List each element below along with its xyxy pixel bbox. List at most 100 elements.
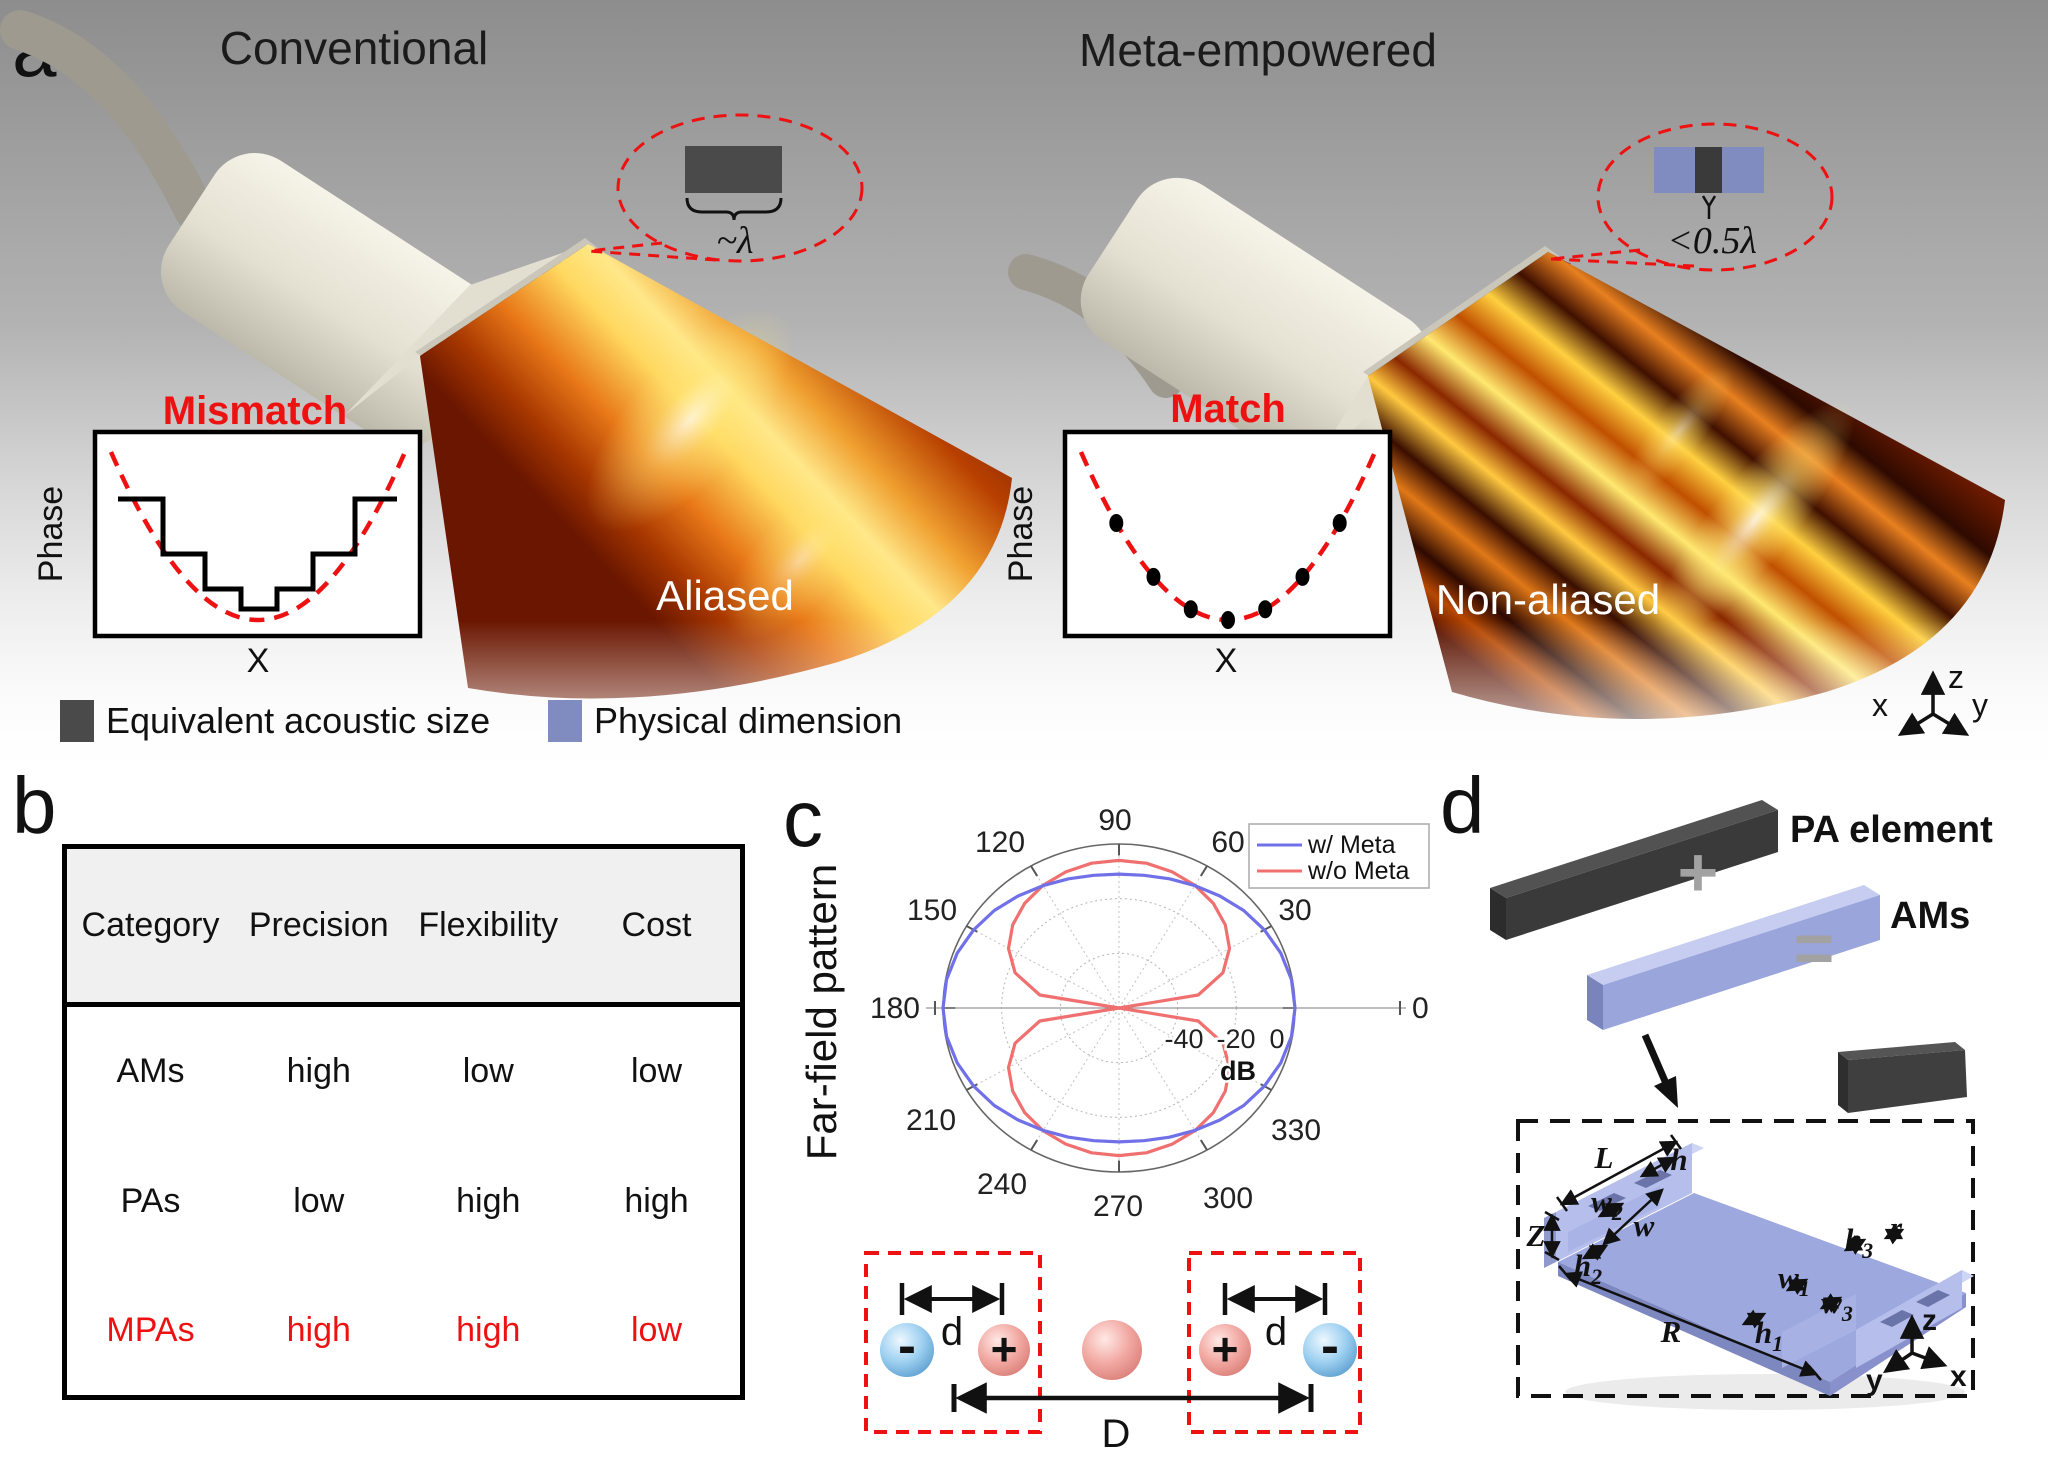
- dim-w1: w1: [1778, 1260, 1810, 1301]
- D-spacing-label: D: [1102, 1412, 1131, 1456]
- angle-tick-210: 210: [906, 1104, 956, 1137]
- pa-element-label: PA element: [1790, 809, 1993, 851]
- match-title: Match: [1170, 387, 1286, 431]
- cell: low: [630, 1051, 683, 1090]
- equivalent-acoustic-size-swatch: [60, 700, 94, 742]
- cell: low: [630, 1311, 683, 1350]
- inset-callout-lines: [587, 241, 717, 262]
- cell: high: [456, 1181, 521, 1220]
- fork: [1701, 195, 1717, 219]
- panel-a-axes: [1897, 670, 1970, 736]
- half-lambda-size-label: <0.5λ: [1667, 220, 1757, 262]
- minus-sign: -: [898, 1316, 916, 1376]
- angle-tick-300: 300: [1203, 1182, 1253, 1215]
- detail-arrow: [1641, 1033, 1672, 1090]
- inset-bubble: [616, 113, 864, 263]
- negative-monopole-sphere: [880, 1323, 934, 1377]
- panel-a-legend: Equivalent acoustic size Physical dimens…: [60, 700, 902, 742]
- meta-element-inset: <0.5λ: [1550, 122, 1834, 272]
- radial-tick--40: -40: [1164, 1024, 1203, 1054]
- z-axis-label: z: [1948, 659, 1964, 695]
- plot-frame: [92, 429, 423, 639]
- w-meta-label: w/ Meta: [1307, 831, 1396, 859]
- table-header-row: Category Precision Flexibility Cost: [64, 846, 743, 1005]
- cell: MPAs: [106, 1311, 195, 1350]
- equals-operator: =: [1794, 909, 1835, 987]
- mismatch-title: Mismatch: [163, 389, 348, 433]
- y-axis-label: y: [1866, 1364, 1883, 1397]
- dim-w: w: [1634, 1208, 1655, 1243]
- cell: high: [286, 1311, 351, 1350]
- db-unit-label: dB: [1220, 1056, 1256, 1086]
- d-spacing-label: d: [1265, 1310, 1287, 1354]
- detail-arrow-head: [1654, 1076, 1678, 1108]
- dim-h: h: [1670, 1142, 1687, 1177]
- conventional-title: Conventional: [220, 22, 489, 74]
- dimension-labels: L h w2 w Z h2 R h1 w1 w3 h3 r: [1526, 1140, 1903, 1356]
- acoustic-core-swatch: [1695, 147, 1722, 193]
- ams-label: AMs: [1890, 895, 1970, 937]
- equivalent-acoustic-size-label: Equivalent acoustic size: [106, 700, 490, 741]
- probe-cable: [0, 10, 214, 230]
- x-axis-label: x: [1950, 1360, 1967, 1393]
- center-monopole-sphere: [1082, 1320, 1142, 1380]
- panel-b-letter: b: [12, 761, 57, 850]
- radial-tick--20: -20: [1216, 1024, 1255, 1054]
- dim-h2: h2: [1574, 1248, 1602, 1289]
- table-row: AMs high low low: [65, 1005, 743, 1136]
- physical-dimension-swatch: [548, 700, 582, 742]
- phase-xlabel: X: [247, 642, 270, 680]
- dim-h1: h1: [1755, 1315, 1783, 1356]
- dim-R: R: [1660, 1314, 1682, 1349]
- phase-ylabel: Phase: [32, 486, 70, 582]
- plot-frame: [1062, 429, 1393, 639]
- dim-w3: w3: [1821, 1285, 1853, 1326]
- cell: PAs: [120, 1181, 181, 1220]
- unit-cell-detail-box: [1516, 1119, 1975, 1398]
- y-axis-label: y: [1972, 687, 1988, 723]
- probe-body: [1080, 177, 1430, 482]
- plus-operator: +: [1678, 833, 1719, 911]
- dim-Z: Z: [1526, 1218, 1546, 1253]
- far-field-pattern-label: Far-field pattern: [798, 864, 845, 1160]
- angle-tick-180: 180: [870, 992, 920, 1025]
- dim-h3: h3: [1845, 1222, 1873, 1263]
- polar-series-w-Meta: [941, 872, 1297, 1144]
- angle-tick-0: 0: [1412, 992, 1429, 1025]
- cell: low: [462, 1051, 514, 1090]
- polar-angle-labels: 0 30 60 90 120 150 180 210 240 270 300 330: [870, 804, 1429, 1223]
- z-axis-label: z: [1922, 1304, 1937, 1337]
- d-spacing-label: d: [941, 1310, 963, 1354]
- polar-grid: [926, 843, 1406, 1173]
- angle-tick-60: 60: [1211, 826, 1244, 859]
- inset-bubble: [1596, 122, 1834, 272]
- dimension-arrows: [1543, 1134, 1905, 1381]
- mismatch-phase-plot: Mismatch Phase X: [32, 389, 423, 680]
- positive-monopole-sphere: [1199, 1324, 1251, 1376]
- match-phase-plot: Match Phase X: [1002, 387, 1393, 680]
- polar-radial-labels: -40 -20 0 dB: [1162, 1022, 1287, 1089]
- comparison-table: Category Precision Flexibility Cost AMs …: [62, 844, 745, 1400]
- ams-bar: [1587, 885, 1880, 1030]
- conventional-element-inset: ~λ: [587, 113, 864, 263]
- sampled-phase-points: [1109, 514, 1347, 629]
- stepped-phase-curve: [118, 496, 397, 612]
- meta-empowered-title: Meta-empowered: [1079, 24, 1437, 76]
- probe-body: [161, 153, 499, 447]
- plus-sign: +: [991, 1323, 1018, 1375]
- angle-tick-270: 270: [1093, 1190, 1143, 1223]
- combined-element-block: [1838, 1042, 1967, 1113]
- non-aliased-label: Non-aliased: [1436, 576, 1660, 623]
- polar-legend: w/ Meta w/o Meta: [1248, 823, 1430, 889]
- minus-sign: -: [1321, 1316, 1339, 1376]
- table-row: MPAs high high low: [65, 1267, 743, 1398]
- aliased-label: Aliased: [656, 572, 794, 619]
- non-aliased-beam: [1368, 252, 2005, 719]
- cell: high: [286, 1051, 351, 1090]
- angle-tick-120: 120: [975, 826, 1025, 859]
- dipole-diagram: - + + - d d D: [864, 1251, 1362, 1456]
- inset-callout-lines: [1550, 248, 1695, 268]
- floor-fade: [0, 620, 2048, 778]
